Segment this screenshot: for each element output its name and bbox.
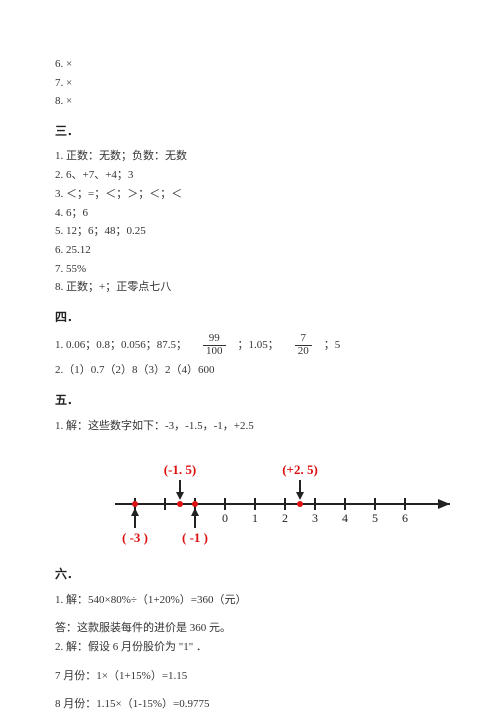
sec4-1b: ；1.05； bbox=[238, 336, 279, 355]
sec3-line-4: 4. 6；6 bbox=[55, 204, 445, 223]
svg-text:0: 0 bbox=[222, 511, 228, 525]
svg-text:2: 2 bbox=[282, 511, 288, 525]
fraction-num: 7 bbox=[295, 333, 312, 346]
svg-text:3: 3 bbox=[312, 511, 318, 525]
sec3-line-6: 6. 25.12 bbox=[55, 241, 445, 260]
sec3-line-2: 2. 6、+7、+4；3 bbox=[55, 166, 445, 185]
sec3-line-8: 8. 正数；+；正零点七八 bbox=[55, 278, 445, 297]
svg-text:( -3 ): ( -3 ) bbox=[122, 530, 148, 545]
fraction-den: 100 bbox=[203, 346, 226, 358]
sec6-line-2: 答：这款服装每件的进价是 360 元。 bbox=[55, 619, 445, 638]
number-line-svg: 0 1 2 3 4 5 6 ( -3 ) (-1. 5) ( -1 ) (+2. 5) bbox=[95, 449, 455, 554]
section-3-heading: 三． bbox=[55, 121, 445, 141]
sec4-1c: ；5 bbox=[324, 336, 341, 355]
fraction-num: 99 bbox=[203, 333, 226, 346]
svg-text:4: 4 bbox=[342, 511, 348, 525]
sec3-line-1: 1. 正数：无数；负数：无数 bbox=[55, 147, 445, 166]
sec6-line-5: 8 月份：1.15×（1-15%）=0.9775 bbox=[55, 695, 445, 714]
item-8: 8. × bbox=[55, 92, 445, 111]
sec6-line-3: 2. 解：假设 6 月份股价为 "1" ． bbox=[55, 638, 445, 657]
sec3-line-5: 5. 12；6；48；0.25 bbox=[55, 222, 445, 241]
svg-text:1: 1 bbox=[252, 511, 258, 525]
section-5-heading: 五． bbox=[55, 390, 445, 410]
sec4-1a: 1. 0.06；0.8；0.056；87.5； bbox=[55, 336, 187, 355]
section-4-heading: 四． bbox=[55, 307, 445, 327]
number-line-chart: 0 1 2 3 4 5 6 ( -3 ) (-1. 5) ( -1 ) (+2. 5) bbox=[95, 449, 445, 554]
sec6-line-4: 7 月份：1×（1+15%）=1.15 bbox=[55, 667, 445, 686]
section-6-heading: 六． bbox=[55, 564, 445, 584]
svg-text:(-1. 5): (-1. 5) bbox=[164, 462, 197, 477]
sec4-line-2: 2.（1）0.7（2）8（3）2（4）600 bbox=[55, 361, 445, 380]
svg-text:6: 6 bbox=[402, 511, 408, 525]
sec4-line-1: 1. 0.06；0.8；0.056；87.5； 99 100 ；1.05； 7 … bbox=[55, 333, 445, 357]
fraction-7-20: 7 20 bbox=[295, 333, 312, 357]
sec3-line-3: 3. ＜；=；＜；＞；＜；＜ bbox=[55, 185, 445, 204]
sec6-line-1: 1. 解：540×80%÷（1+20%）=360（元） bbox=[55, 591, 445, 610]
fraction-den: 20 bbox=[295, 346, 312, 358]
svg-text:( -1 ): ( -1 ) bbox=[182, 530, 208, 545]
svg-text:(+2. 5): (+2. 5) bbox=[282, 462, 318, 477]
svg-text:5: 5 bbox=[372, 511, 378, 525]
item-7: 7. × bbox=[55, 74, 445, 93]
sec3-line-7: 7. 55% bbox=[55, 260, 445, 279]
sec5-line-1: 1. 解：这些数字如下：-3，-1.5，-1，+2.5 bbox=[55, 417, 445, 436]
fraction-99-100: 99 100 bbox=[203, 333, 226, 357]
item-6: 6. × bbox=[55, 55, 445, 74]
